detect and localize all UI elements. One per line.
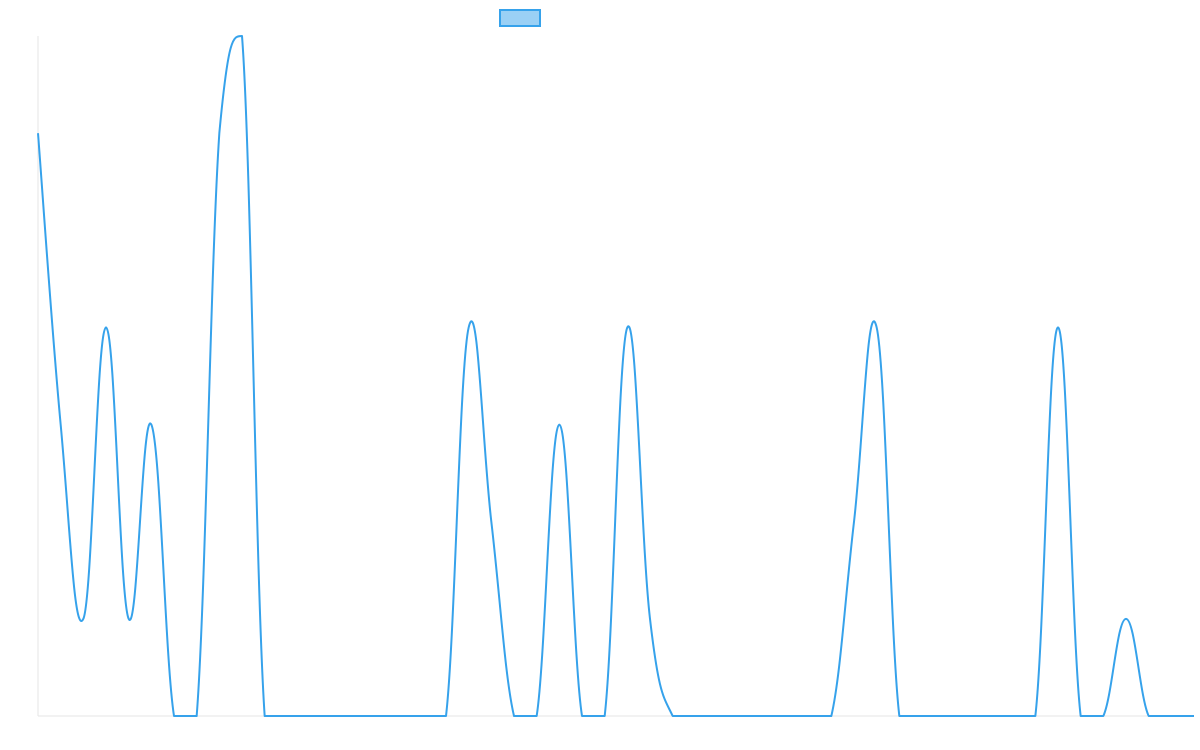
series-line [37,35,1194,717]
chart-series [37,35,1194,717]
legend-swatch [499,9,541,27]
chart-legend [499,9,541,27]
chart-axes [37,36,1194,717]
